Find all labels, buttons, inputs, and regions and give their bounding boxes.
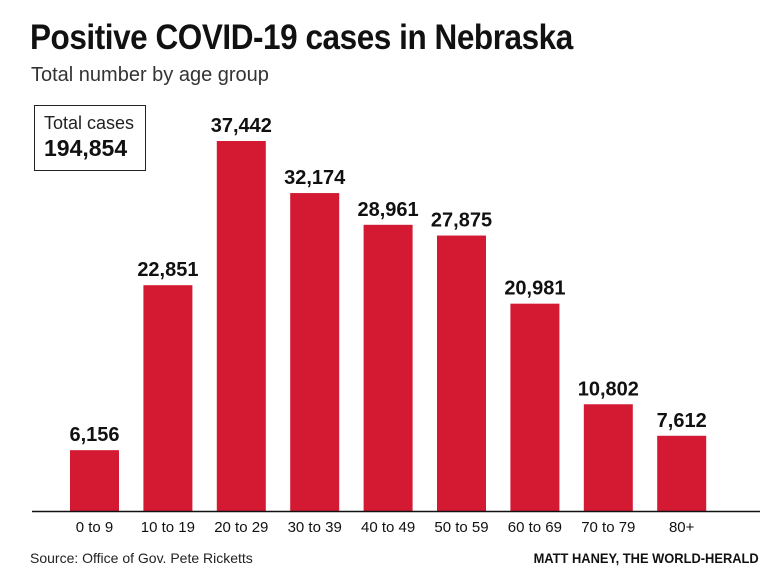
category-label-2: 20 to 29: [214, 519, 268, 536]
value-label-2: 37,442: [211, 115, 272, 137]
source-note: Source: Office of Gov. Pete Ricketts: [30, 550, 253, 566]
value-label-5: 27,875: [431, 210, 492, 232]
total-cases-value: 194,854: [44, 135, 128, 161]
bar-3: [290, 193, 340, 512]
bar-1: [143, 285, 193, 511]
value-label-6: 20,981: [504, 278, 565, 300]
category-label-0: 0 to 9: [76, 519, 114, 536]
total-cases-box: Total cases 194,854: [34, 105, 146, 171]
value-label-4: 28,961: [358, 199, 419, 221]
value-label-1: 22,851: [137, 259, 198, 281]
bar-6: [510, 303, 560, 511]
category-label-7: 70 to 79: [581, 519, 635, 536]
total-cases-label: Total cases: [44, 113, 135, 133]
value-label-7: 10,802: [578, 378, 639, 400]
bar-5: [437, 235, 486, 511]
bar-8: [657, 435, 707, 511]
category-label-8: 80+: [669, 519, 695, 536]
chart-subtitle: Total number by age group: [31, 64, 269, 86]
category-label-3: 30 to 39: [288, 519, 342, 536]
bar-0: [70, 450, 119, 511]
category-label-4: 40 to 49: [361, 519, 415, 536]
value-label-3: 32,174: [284, 167, 346, 189]
value-label-0: 6,156: [69, 424, 119, 446]
bar-2: [216, 141, 266, 511]
category-label-1: 10 to 19: [141, 519, 195, 536]
bar-4: [363, 224, 413, 511]
bar-7: [583, 404, 633, 511]
value-label-8: 7,612: [657, 410, 707, 432]
chart-title: Positive COVID-19 cases in Nebraska: [30, 18, 573, 57]
credit-line: MATT HANEY, THE WORLD-HERALD: [533, 550, 759, 566]
category-label-5: 50 to 59: [434, 519, 488, 536]
category-label-6: 60 to 69: [508, 519, 562, 536]
